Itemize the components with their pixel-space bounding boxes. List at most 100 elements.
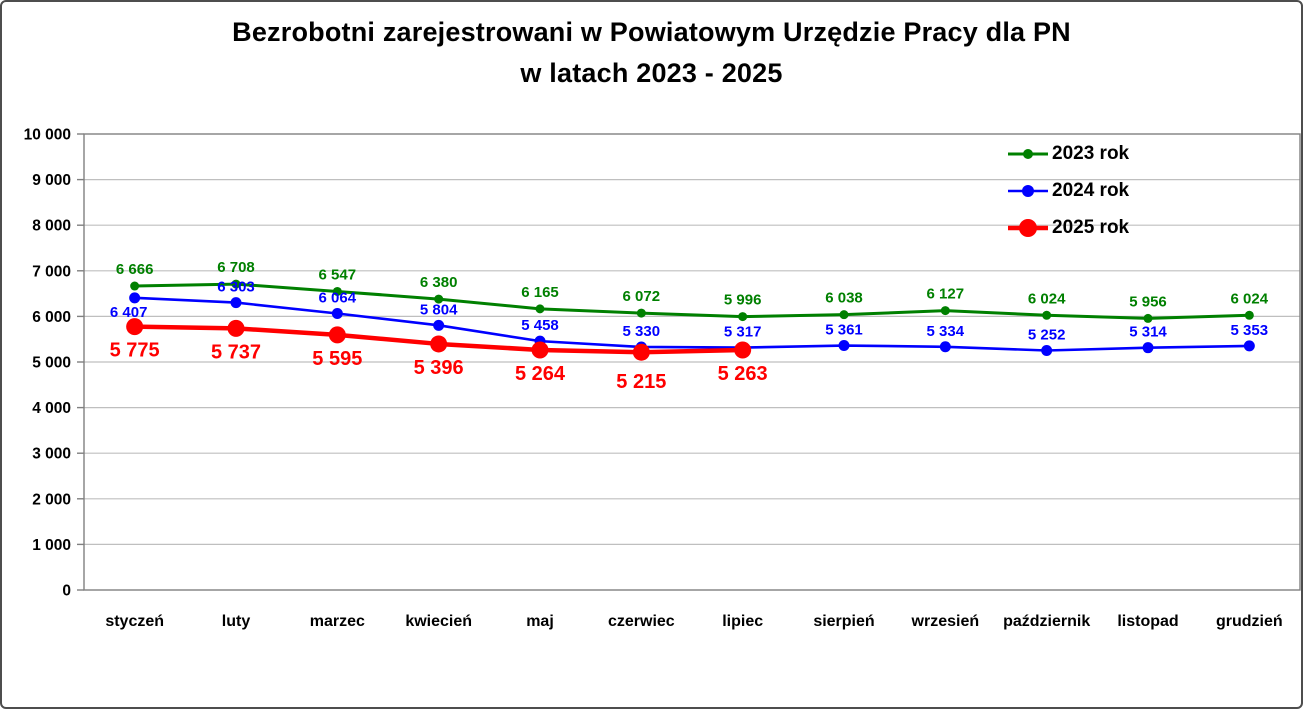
data-point-marker: [531, 341, 549, 359]
data-point-marker: [328, 326, 346, 344]
data-point-label: 6 708: [217, 259, 255, 276]
x-axis-category-label: grudzień: [1216, 613, 1283, 630]
plot-border: [83, 133, 1301, 591]
data-point-marker: [230, 297, 242, 309]
data-point-label: 5 314: [1129, 324, 1167, 341]
data-point-label: 6 303: [217, 279, 255, 296]
data-point-label: 6 380: [420, 274, 458, 291]
legend-label: 2025 rok: [1052, 216, 1130, 238]
data-point-label: 5 252: [1028, 327, 1066, 344]
chart-title-line-1: Bezrobotni zarejestrowani w Powiatowym U…: [232, 17, 1071, 47]
y-axis-tick-label: 1 000: [32, 537, 71, 554]
y-axis-tick-label: 4 000: [32, 400, 71, 417]
data-point-label: 6 666: [116, 261, 154, 278]
legend-label: 2024 rok: [1052, 179, 1130, 201]
data-point-label: 5 737: [211, 341, 261, 363]
y-axis-tick-label: 0: [62, 583, 71, 600]
data-point-label: 5 775: [110, 340, 160, 362]
data-point-label: 5 956: [1129, 293, 1167, 310]
data-point-marker: [332, 286, 342, 296]
legend-item-2024-rok: 2024 rok: [1006, 172, 1129, 209]
y-axis-tick-label: 6 000: [32, 309, 71, 326]
chart-legend: 2023 rok 2024 rok 2025 rok: [1006, 135, 1129, 246]
chart-title-line-2: w latach 2023 - 2025: [520, 58, 783, 88]
data-point-marker: [130, 281, 140, 291]
x-axis-category-label: czerwiec: [608, 613, 675, 630]
x-axis-category-label: listopad: [1117, 613, 1178, 630]
data-point-marker: [434, 294, 444, 304]
data-point-label: 6 024: [1231, 290, 1269, 307]
data-point-label: 5 215: [616, 371, 666, 393]
chart-title: Bezrobotni zarejestrowani w Powiatowym U…: [2, 12, 1301, 94]
data-point-label: 5 804: [420, 301, 458, 318]
y-axis-tick-label: 7 000: [32, 263, 71, 280]
data-point-label: 6 165: [521, 284, 559, 301]
y-axis-tick-label: 2 000: [32, 491, 71, 508]
x-axis-category-label: maj: [526, 613, 554, 630]
data-point-label: 5 330: [623, 323, 661, 340]
x-axis-category-label: październik: [1003, 613, 1090, 630]
legend-marker-icon: [1008, 218, 1048, 237]
data-point-marker: [1041, 345, 1053, 357]
data-point-label: 5 361: [825, 322, 863, 339]
data-point-marker: [939, 341, 951, 353]
legend-marker-icon: [1008, 148, 1048, 159]
x-axis-category-label: wrzesień: [911, 613, 980, 630]
y-axis-tick-label: 8 000: [32, 218, 71, 235]
data-point-label: 5 264: [515, 363, 566, 385]
x-axis-category-label: sierpień: [813, 613, 874, 630]
data-point-label: 5 263: [718, 363, 768, 385]
x-axis-category-label: styczeń: [105, 613, 164, 630]
data-point-marker: [1142, 342, 1154, 354]
data-point-label: 6 072: [623, 288, 661, 305]
data-point-marker: [129, 292, 141, 304]
data-point-marker: [839, 310, 849, 320]
y-axis-tick-label: 9 000: [32, 172, 71, 189]
data-point-label: 5 353: [1231, 322, 1269, 339]
data-point-label: 5 458: [521, 317, 559, 334]
data-point-marker: [430, 335, 448, 353]
data-point-label: 5 396: [414, 357, 464, 379]
data-point-label: 5 334: [927, 323, 965, 340]
legend-item-2023-rok: 2023 rok: [1006, 135, 1129, 172]
data-point-label: 6 064: [319, 289, 357, 306]
data-point-label: 6 024: [1028, 290, 1066, 307]
legend-marker-icon: [1008, 184, 1048, 197]
data-point-marker: [734, 341, 752, 359]
data-point-marker: [632, 343, 650, 361]
data-point-label: 5 595: [312, 348, 362, 370]
x-axis-category-label: marzec: [310, 613, 365, 630]
data-point-marker: [838, 340, 850, 352]
data-point-marker: [1143, 313, 1153, 323]
x-axis-category-label: lipiec: [722, 613, 763, 630]
data-point-marker: [940, 306, 950, 316]
y-axis-tick-label: 5 000: [32, 355, 71, 372]
data-point-marker: [126, 318, 144, 336]
data-point-marker: [535, 304, 545, 314]
data-point-marker: [231, 279, 241, 289]
data-point-label: 6 127: [927, 286, 965, 303]
data-point-label: 6 407: [110, 304, 148, 321]
series-line-2024-rok: [134, 296, 1250, 352]
data-point-marker: [433, 319, 445, 331]
data-point-marker: [1243, 340, 1255, 352]
data-point-marker: [738, 312, 748, 322]
series-line-2023-rok: [134, 282, 1250, 320]
data-point-label: 5 996: [724, 292, 762, 309]
y-axis-tick-label: 3 000: [32, 446, 71, 463]
data-point-marker: [331, 307, 343, 319]
x-axis-category-label: luty: [222, 613, 251, 630]
data-point-marker: [1244, 310, 1254, 320]
x-axis-category-label: kwiecień: [405, 613, 472, 630]
y-axis-tick-label: 10 000: [24, 127, 71, 144]
data-point-marker: [1042, 310, 1052, 320]
data-point-label: 5 317: [724, 324, 762, 341]
legend-item-2025-rok: 2025 rok: [1006, 209, 1129, 246]
data-point-marker: [227, 319, 245, 337]
data-point-label: 6 547: [319, 266, 357, 283]
data-point-marker: [636, 308, 646, 318]
data-point-label: 6 038: [825, 290, 863, 307]
legend-label: 2023 rok: [1052, 142, 1130, 164]
